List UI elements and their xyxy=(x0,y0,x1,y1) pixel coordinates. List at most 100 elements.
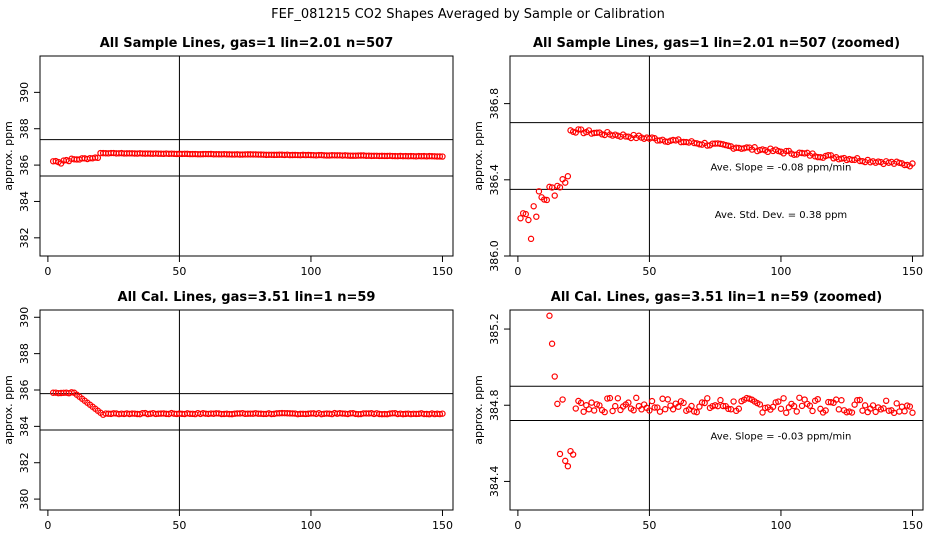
panel-title: All Cal. Lines, gas=3.51 lin=1 n=59 (zoo… xyxy=(551,290,882,305)
data-point xyxy=(609,407,616,415)
data-point xyxy=(625,399,632,406)
data-point xyxy=(517,215,524,222)
panel-1: All Sample Lines, gas=1 lin=2.01 n=507 0 5… xyxy=(2,36,454,278)
data-point xyxy=(796,394,803,401)
data-point xyxy=(551,192,558,199)
data-point xyxy=(606,394,614,402)
data-point xyxy=(775,398,782,405)
y-axis-label: approx. ppm xyxy=(2,121,15,191)
data-point xyxy=(901,407,908,415)
data-point xyxy=(854,396,861,404)
data-point xyxy=(664,396,672,403)
y-tick-label: 380 xyxy=(18,489,31,510)
data-point xyxy=(704,142,711,149)
x-tick-label: 100 xyxy=(300,519,321,532)
data-point xyxy=(588,399,595,406)
data-point xyxy=(825,151,832,159)
data-point xyxy=(790,151,798,158)
data-point xyxy=(777,405,785,412)
data-point xyxy=(546,183,553,191)
data-point xyxy=(783,147,790,155)
data-point xyxy=(559,396,566,403)
data-point xyxy=(735,405,743,412)
data-point xyxy=(630,407,637,414)
data-point xyxy=(436,410,444,418)
data-point xyxy=(530,203,537,210)
data-point xyxy=(562,179,569,186)
plot-frame xyxy=(509,309,924,511)
data-point xyxy=(885,407,893,414)
data-point xyxy=(856,396,864,404)
data-point xyxy=(783,409,790,416)
panel-title: All Cal. Lines, gas=3.51 lin=1 n=59 xyxy=(118,290,376,305)
data-point xyxy=(522,210,529,218)
data-point xyxy=(838,397,845,404)
data-point xyxy=(656,408,664,415)
annotation: Ave. Slope = -0.08 ppm/min xyxy=(711,162,852,173)
x-tick-label: 150 xyxy=(432,519,453,532)
data-point xyxy=(575,126,582,133)
data-point xyxy=(580,408,587,415)
y-tick-label: 386 xyxy=(18,155,31,176)
data-point xyxy=(759,409,766,416)
panels: All Sample Lines, gas=1 lin=2.01 n=507 0 5… xyxy=(2,36,924,532)
data-point xyxy=(614,395,622,402)
y-tick-label: 388 xyxy=(18,343,31,364)
x-tick-label: 0 xyxy=(44,519,51,532)
x-tick-label: 50 xyxy=(172,519,186,532)
y-tick-label: 390 xyxy=(18,82,31,103)
data-point xyxy=(875,158,882,165)
y-tick-label: 385.2 xyxy=(488,313,501,345)
x-tick-label: 150 xyxy=(902,519,923,532)
data-point xyxy=(562,457,569,465)
data-point xyxy=(439,410,446,417)
data-point xyxy=(769,403,777,411)
data-point xyxy=(806,402,814,409)
data-point xyxy=(851,401,858,408)
data-point xyxy=(662,406,669,413)
data-point xyxy=(569,128,577,135)
data-point xyxy=(572,405,579,412)
data-point xyxy=(533,213,540,220)
data-point xyxy=(564,462,572,470)
y-tick-label: 390 xyxy=(18,307,31,328)
data-point xyxy=(717,396,724,404)
data-point xyxy=(869,402,877,409)
x-tick-label: 100 xyxy=(770,265,791,278)
data-point xyxy=(551,373,558,380)
figure-title: FEF_081215 CO2 Shapes Averaged by Sample… xyxy=(271,7,665,22)
data-point xyxy=(780,395,787,402)
annotation: Ave. Std. Dev. = 0.38 ppm xyxy=(715,210,847,221)
data-point xyxy=(906,403,914,410)
y-tick-label: 384.4 xyxy=(488,466,501,498)
data-point xyxy=(882,397,890,405)
data-point xyxy=(893,400,900,407)
data-point xyxy=(827,399,835,406)
data-point xyxy=(896,159,903,166)
data-point xyxy=(535,188,543,195)
data-point xyxy=(798,402,806,410)
data-point xyxy=(577,399,585,407)
data-point xyxy=(540,196,548,203)
data-point xyxy=(92,154,99,161)
data-point xyxy=(698,399,706,406)
y-tick-label: 382 xyxy=(18,452,31,473)
data-point xyxy=(680,399,687,407)
data-point xyxy=(872,408,879,416)
y-tick-label: 386.0 xyxy=(488,240,501,272)
data-point xyxy=(554,400,561,408)
panel-4: All Cal. Lines, gas=3.51 lin=1 n=59 (zoo… xyxy=(472,290,924,532)
data-point xyxy=(704,395,711,402)
data-point xyxy=(648,397,656,405)
panel-title: All Sample Lines, gas=1 lin=2.01 n=507 (… xyxy=(533,36,900,51)
data-point xyxy=(604,395,611,402)
x-tick-label: 50 xyxy=(642,519,656,532)
data-point xyxy=(590,407,598,414)
y-tick-label: 386.4 xyxy=(488,164,501,196)
panel-3: All Cal. Lines, gas=3.51 lin=1 n=59 0 50 10… xyxy=(2,290,454,532)
data-points xyxy=(49,149,446,167)
data-point xyxy=(909,409,916,416)
data-point xyxy=(790,402,798,410)
x-tick-label: 0 xyxy=(514,265,521,278)
data-point xyxy=(880,405,887,412)
